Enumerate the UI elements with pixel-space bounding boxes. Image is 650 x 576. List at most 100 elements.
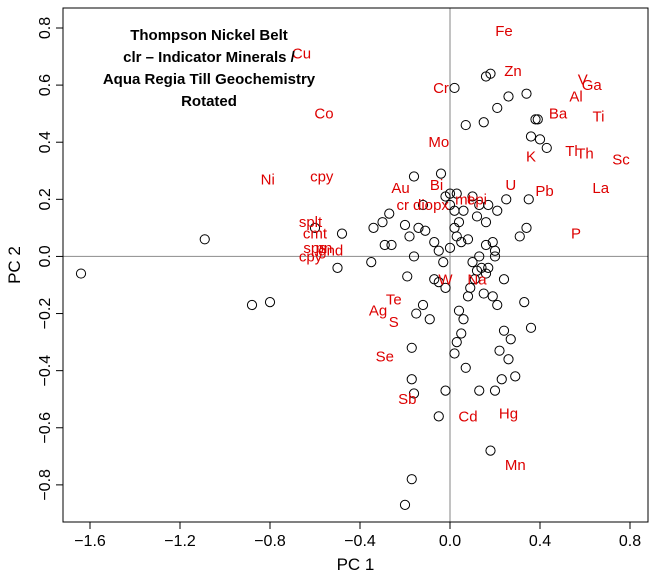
sample-point <box>525 322 537 333</box>
sample-point <box>498 274 510 285</box>
sample-point <box>449 82 460 94</box>
variable-label: cpy <box>299 248 323 265</box>
sample-point <box>487 291 498 302</box>
sample-point <box>478 117 489 128</box>
sample-point <box>465 282 476 293</box>
sample-point <box>480 268 492 279</box>
sample-point <box>246 299 258 311</box>
variable-label: Zn <box>504 63 522 80</box>
variable-label: Fe <box>495 23 513 40</box>
variable-label: Na <box>467 271 487 288</box>
variable-label: Tl <box>565 143 578 160</box>
sample-point <box>399 499 411 510</box>
sample-point <box>366 257 377 268</box>
sample-point <box>525 131 537 142</box>
variable-label: K <box>526 148 536 165</box>
variable-label: S <box>389 314 399 331</box>
x-tick-label: −0.8 <box>254 533 286 550</box>
variable-label: Mo <box>428 134 449 151</box>
sample-point <box>492 205 503 216</box>
sample-point <box>462 234 474 245</box>
sample-point <box>420 225 431 236</box>
sample-point <box>489 251 501 262</box>
variable-label: Se <box>376 348 394 365</box>
variable-label: W <box>438 271 453 288</box>
variable-label: pn <box>316 240 333 257</box>
sample-point <box>494 345 505 356</box>
sample-point <box>433 411 444 422</box>
variable-label: Ti <box>593 109 605 126</box>
variable-label: Mn <box>505 457 526 474</box>
y-axis: −0.8 −0.6 −0.4 −0.2 0.0 0.2 0.4 0.6 0.8 <box>37 17 63 501</box>
sample-point <box>519 297 530 308</box>
sample-point <box>429 237 440 248</box>
x-tick-label: 0.4 <box>529 533 551 550</box>
sample-point <box>498 325 510 336</box>
sample-point <box>458 314 469 325</box>
sample-point <box>530 114 541 125</box>
sample-point <box>532 114 543 125</box>
sample-point <box>503 91 514 102</box>
sample-point <box>489 385 501 396</box>
variable-label: Ag <box>369 303 387 320</box>
plot-frame <box>62 7 649 523</box>
sample-point <box>505 334 516 345</box>
sample-point <box>438 257 449 268</box>
variable-label: splt <box>299 214 323 231</box>
sample-point <box>521 88 532 99</box>
y-tick-label: 0.6 <box>37 74 54 96</box>
variable-label: Au <box>391 180 409 197</box>
sample-point <box>456 237 467 248</box>
sample-point <box>514 231 525 242</box>
sample-point <box>474 251 485 262</box>
sample-point <box>460 362 471 373</box>
x-axis: −1.6 −1.2 −0.8 −0.4 0.0 0.4 0.8 <box>74 522 641 550</box>
variable-label: Th <box>576 146 594 163</box>
sample-point <box>496 374 507 385</box>
sample-point <box>449 348 460 359</box>
variable-label: V <box>578 71 588 88</box>
sample-point <box>462 291 474 302</box>
y-tick-label: 0.2 <box>37 188 54 210</box>
variable-label: sps <box>303 240 326 257</box>
sample-point <box>485 445 496 456</box>
sample-point <box>541 142 552 154</box>
variable-label: Sc <box>612 151 630 168</box>
variable-label: cpy <box>310 168 334 185</box>
sample-point <box>456 328 467 339</box>
sample-point <box>510 371 521 382</box>
sample-point <box>408 388 420 399</box>
sample-point <box>489 245 501 256</box>
y-tick-label: −0.6 <box>37 412 54 444</box>
sample-point <box>501 194 512 205</box>
variable-label: dio <box>413 197 433 214</box>
sample-point <box>199 234 210 245</box>
sample-point <box>406 474 417 485</box>
sample-point <box>521 222 532 233</box>
sample-point <box>309 222 321 233</box>
sample-point <box>379 239 390 251</box>
sample-point <box>449 222 460 233</box>
variable-label: Bi <box>430 177 443 194</box>
variable-label: Sb <box>398 391 416 408</box>
sample-point <box>440 282 451 293</box>
sample-point <box>467 257 478 268</box>
x-tick-label: −1.6 <box>74 533 106 550</box>
sample-point <box>485 68 496 79</box>
sample-point <box>471 211 483 222</box>
variable-label: Ba <box>549 106 568 123</box>
variable-label: Te <box>386 291 402 308</box>
sample-point <box>503 354 514 365</box>
variable-label: P <box>571 226 581 243</box>
sample-point <box>435 168 447 179</box>
variable-label: epi <box>467 191 487 208</box>
variable-label: Al <box>569 89 582 106</box>
x-tick-label: −1.2 <box>164 533 196 550</box>
sample-point <box>467 191 478 202</box>
variable-label: Hg <box>499 405 518 422</box>
sample-point <box>451 231 462 242</box>
variable-label: Cd <box>458 408 477 425</box>
chart-title-line: Thompson Nickel Belt <box>130 27 288 44</box>
chart-title-line: Aqua Regia Till Geochemistry <box>103 71 316 88</box>
